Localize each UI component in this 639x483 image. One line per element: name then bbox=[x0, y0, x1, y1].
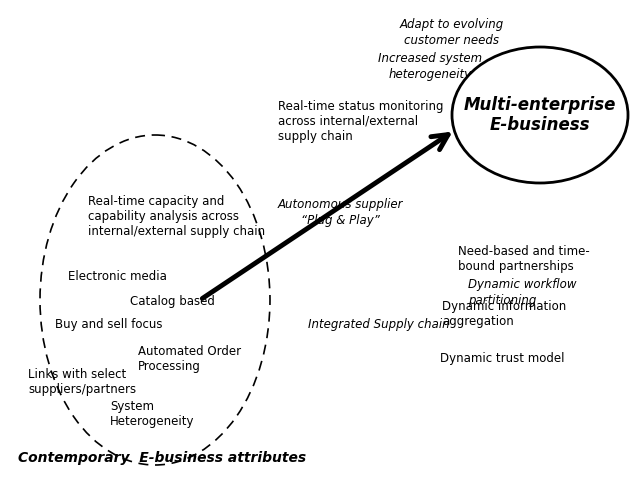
Text: Dynamic workflow: Dynamic workflow bbox=[468, 278, 576, 291]
Text: Increased system: Increased system bbox=[378, 52, 482, 65]
Text: Automated Order
Processing: Automated Order Processing bbox=[138, 345, 241, 373]
Text: Autonomous supplier: Autonomous supplier bbox=[277, 198, 403, 211]
Text: Real-time capacity and
capability analysis across
internal/external supply chain: Real-time capacity and capability analys… bbox=[88, 195, 265, 238]
Text: Contemporary  E-business attributes: Contemporary E-business attributes bbox=[18, 451, 306, 465]
Text: Adapt to evolving: Adapt to evolving bbox=[400, 18, 504, 31]
Text: “Plug & Play”: “Plug & Play” bbox=[300, 214, 380, 227]
Text: partitioning: partitioning bbox=[468, 294, 536, 307]
Text: heterogeneity: heterogeneity bbox=[389, 68, 472, 81]
Text: customer needs: customer needs bbox=[404, 34, 500, 47]
Text: Integrated Supply chain: Integrated Supply chain bbox=[308, 318, 450, 331]
Text: Dynamic information
aggregation: Dynamic information aggregation bbox=[442, 300, 566, 328]
Text: System
Heterogeneity: System Heterogeneity bbox=[110, 400, 194, 428]
Text: Need-based and time-
bound partnerships: Need-based and time- bound partnerships bbox=[458, 245, 590, 273]
Text: Electronic media: Electronic media bbox=[68, 270, 167, 283]
Text: Dynamic trust model: Dynamic trust model bbox=[440, 352, 564, 365]
Text: Buy and sell focus: Buy and sell focus bbox=[55, 318, 162, 331]
Text: Real-time status monitoring
across internal/external
supply chain: Real-time status monitoring across inter… bbox=[278, 100, 443, 143]
Ellipse shape bbox=[452, 47, 628, 183]
Text: Catalog based: Catalog based bbox=[130, 295, 215, 308]
Text: Links with select
suppliers/partners: Links with select suppliers/partners bbox=[28, 368, 136, 396]
Text: Multi-enterprise
E-business: Multi-enterprise E-business bbox=[464, 96, 616, 134]
